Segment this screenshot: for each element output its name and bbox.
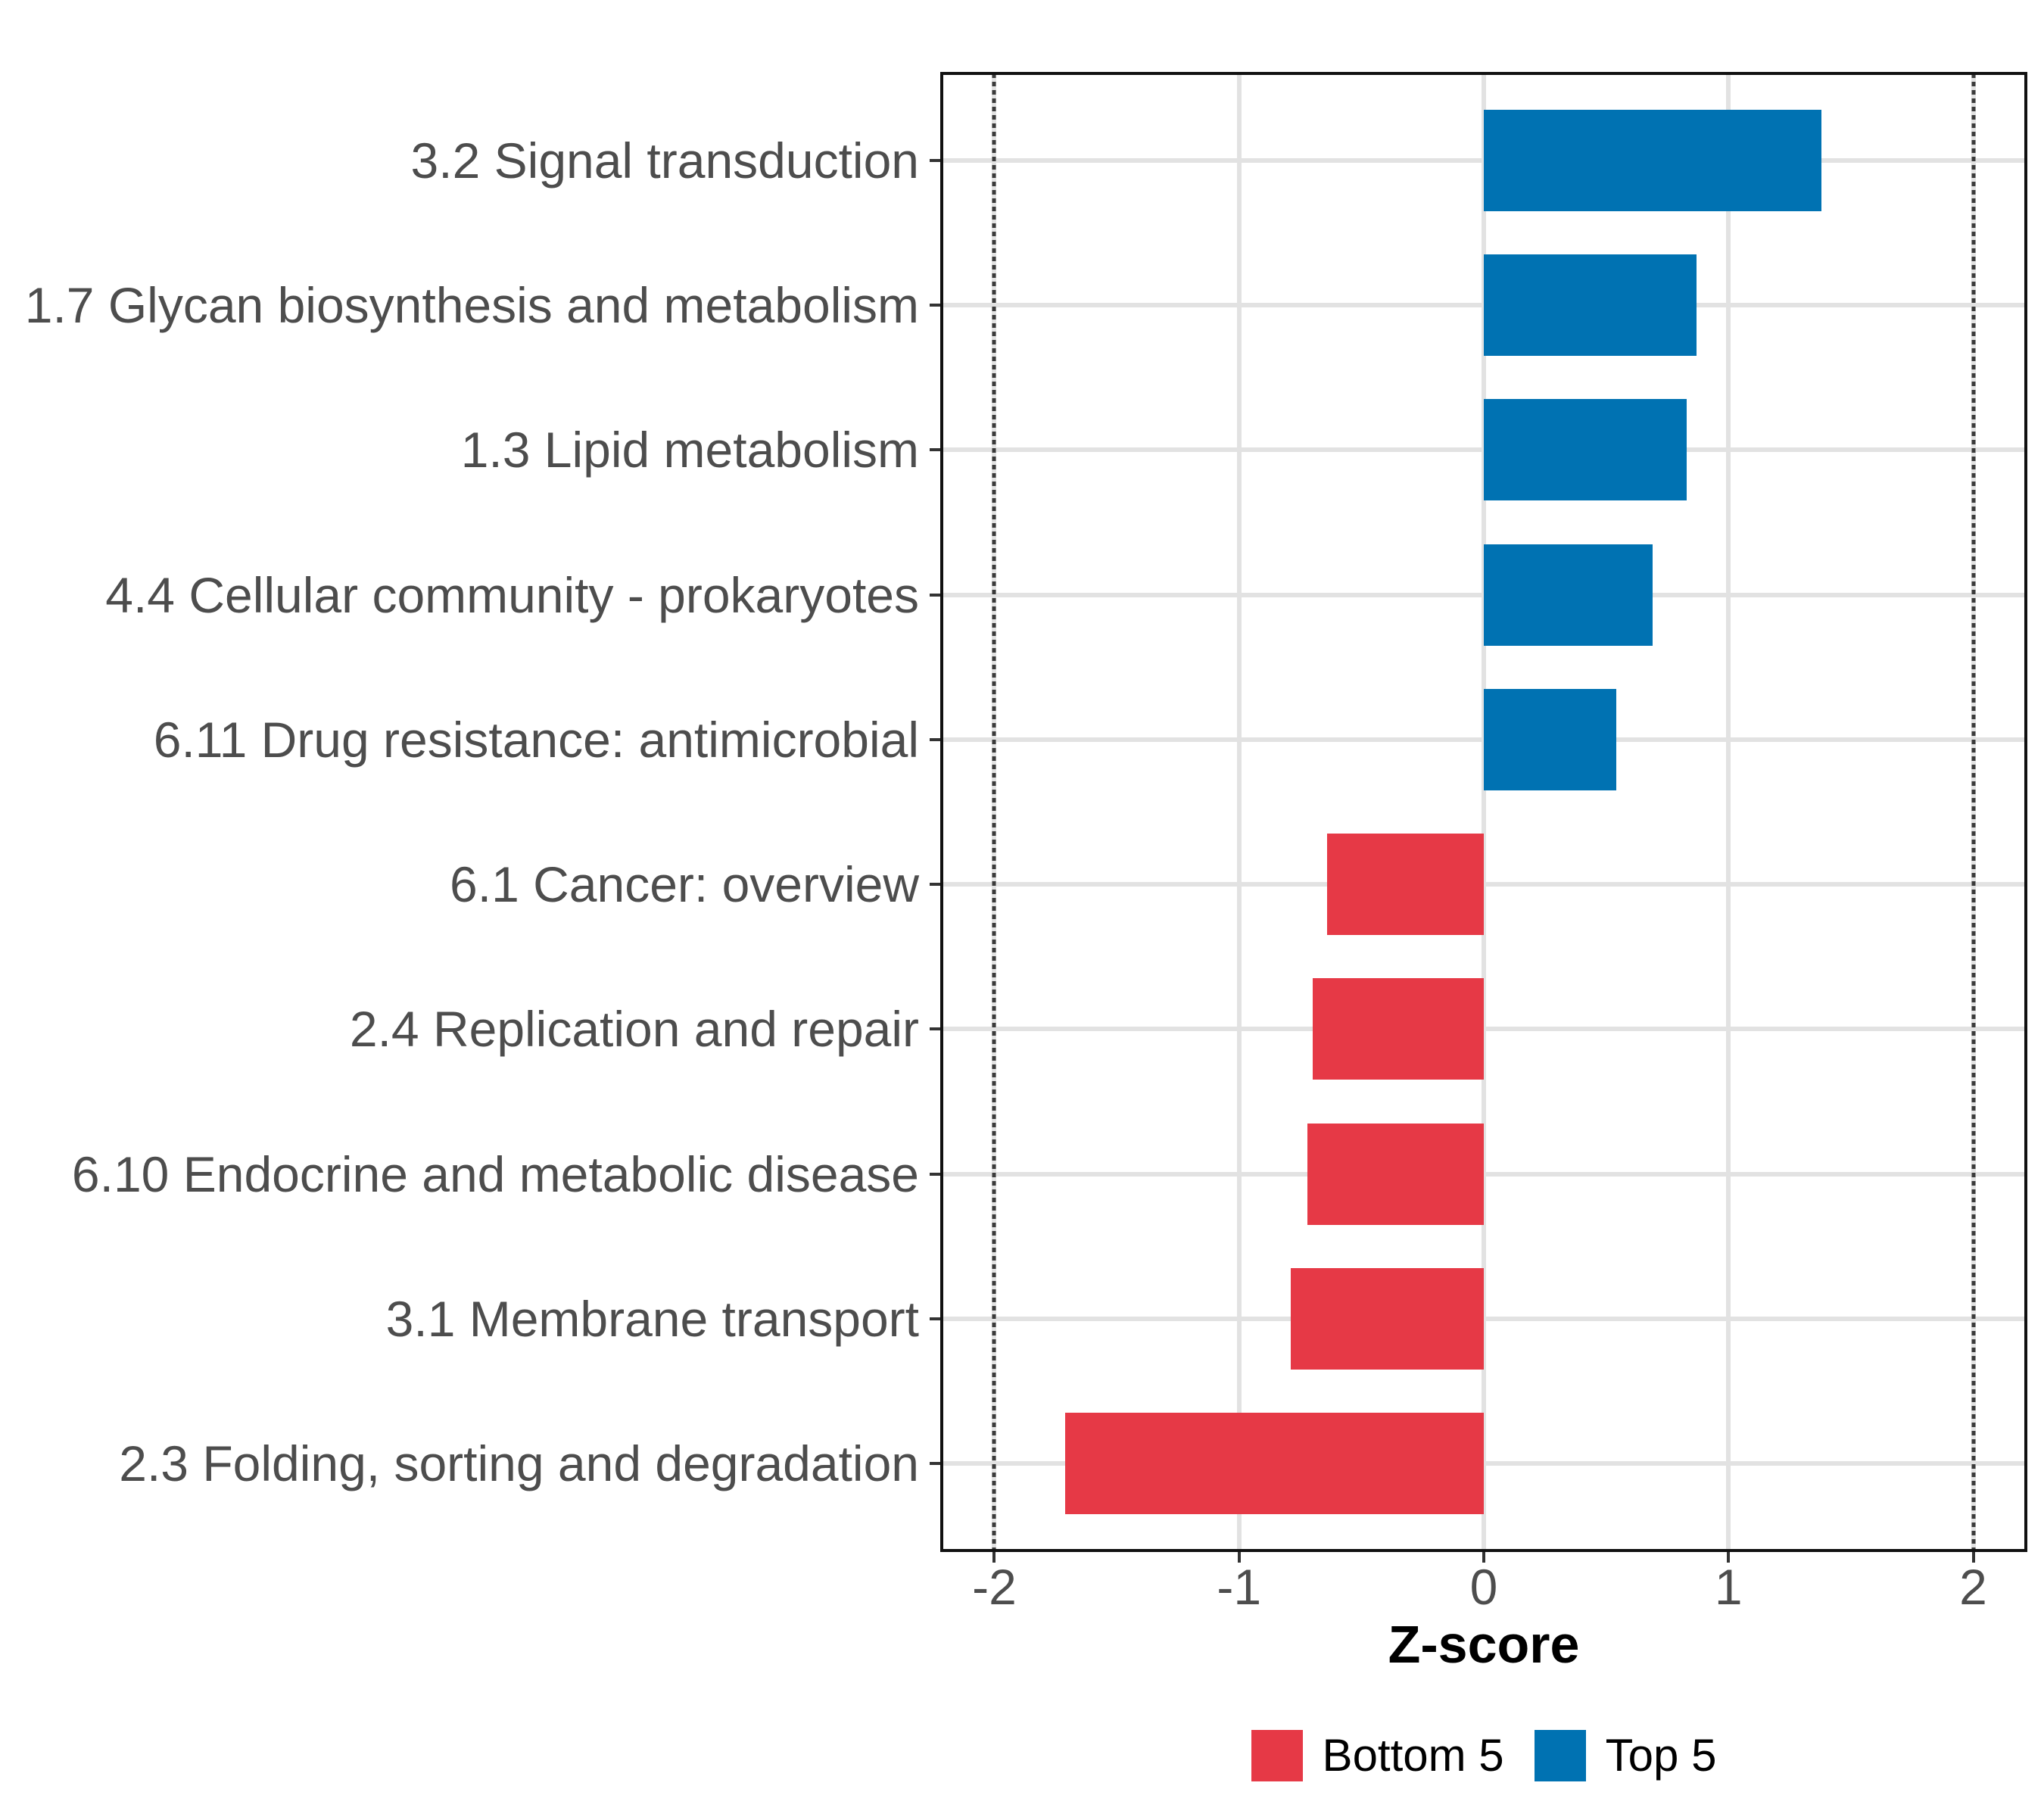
- bar: [1484, 688, 1616, 790]
- legend-key-swatch: [1534, 1729, 1586, 1781]
- x-axis-tick: [1482, 1552, 1485, 1563]
- y-axis-tick: [930, 737, 940, 741]
- x-axis-tick: [1237, 1552, 1241, 1563]
- x-gridline: [1726, 73, 1731, 1551]
- x-tick-label: 2: [1959, 1559, 1987, 1615]
- legend-item: Bottom 5: [1251, 1729, 1504, 1781]
- category-label: 1.3 Lipid metabolism: [460, 422, 919, 478]
- category-label: 6.1 Cancer: overview: [450, 856, 919, 913]
- x-tick-label: 0: [1469, 1559, 1498, 1615]
- x-tick-label: -1: [1217, 1559, 1262, 1615]
- category-label: 6.11 Drug resistance: antimicrobial: [153, 711, 919, 768]
- bar: [1290, 1268, 1484, 1370]
- y-axis-tick: [930, 1317, 940, 1320]
- legend-item: Top 5: [1534, 1729, 1717, 1781]
- x-axis-tick: [1727, 1552, 1731, 1563]
- legend-label: Top 5: [1605, 1729, 1717, 1781]
- legend: Bottom 5 Top 5: [942, 1729, 2026, 1781]
- y-axis-tick: [930, 1462, 940, 1466]
- x-axis-tick: [992, 1552, 996, 1563]
- x-axis-tick: [1971, 1552, 1975, 1563]
- category-label: 4.4 Cellular community - prokaryotes: [105, 566, 919, 623]
- category-label: 1.7 Glycan biosynthesis and metabolism: [24, 277, 919, 334]
- y-axis-tick: [930, 448, 940, 452]
- y-axis-tick: [930, 883, 940, 887]
- y-gridline: [942, 1316, 2026, 1321]
- y-gridline: [942, 1171, 2026, 1177]
- bar: [1312, 978, 1484, 1080]
- y-axis-tick: [930, 593, 940, 597]
- y-axis-tick: [930, 1172, 940, 1176]
- bar: [1327, 834, 1484, 936]
- bar: [1484, 544, 1653, 646]
- x-tick-label: -2: [972, 1559, 1017, 1615]
- y-axis-tick: [930, 158, 940, 162]
- y-gridline: [942, 1027, 2026, 1032]
- legend-label: Bottom 5: [1322, 1729, 1504, 1781]
- bar: [1307, 1123, 1484, 1225]
- bar: [1065, 1413, 1484, 1515]
- bar: [1484, 109, 1822, 211]
- category-label: 3.1 Membrane transport: [385, 1290, 919, 1347]
- legend-key-swatch: [1251, 1729, 1303, 1781]
- reference-line: [1971, 73, 1975, 1551]
- y-axis-tick: [930, 304, 940, 307]
- bar: [1484, 254, 1697, 356]
- y-gridline: [942, 1461, 2026, 1466]
- reference-line: [992, 73, 996, 1551]
- category-label: 2.4 Replication and repair: [349, 1001, 919, 1058]
- y-axis-tick: [930, 1027, 940, 1031]
- category-label: 6.10 Endocrine and metabolic disease: [71, 1145, 919, 1202]
- x-axis-title: Z-score: [1388, 1615, 1580, 1674]
- bar: [1484, 399, 1687, 501]
- x-tick-label: 1: [1714, 1559, 1743, 1615]
- x-gridline: [1236, 73, 1242, 1551]
- y-gridline: [942, 882, 2026, 887]
- category-label: 3.2 Signal transduction: [410, 132, 919, 189]
- category-label: 2.3 Folding, sorting and degradation: [119, 1435, 919, 1492]
- x-gridline: [1482, 73, 1486, 1551]
